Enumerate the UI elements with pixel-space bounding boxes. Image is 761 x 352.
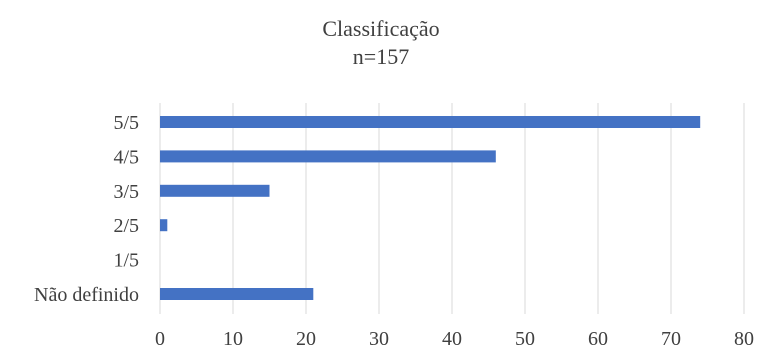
bars	[160, 116, 701, 300]
bar-2	[160, 184, 270, 197]
category-label: Não definido	[34, 284, 139, 306]
x-tick-label: 80	[734, 328, 754, 350]
bar-0	[160, 116, 701, 128]
category-label: 4/5	[113, 146, 139, 168]
x-tick-label: 50	[515, 328, 535, 350]
category-label: 2/5	[113, 215, 139, 237]
bar-3	[160, 219, 168, 232]
bar-5	[160, 288, 314, 300]
x-tick-label: 60	[588, 328, 608, 350]
category-labels: 5/5 4/5 3/5 2/5 1/5 Não definido	[34, 112, 139, 306]
chart-title: Classificação	[322, 16, 439, 41]
gridlines	[159, 103, 745, 314]
x-tick-label: 70	[661, 328, 681, 350]
x-tick-label: 30	[369, 328, 389, 350]
x-tick-label: 40	[442, 328, 462, 350]
bar-1	[160, 150, 496, 163]
chart-subtitle: n=157	[353, 44, 409, 69]
category-label: 3/5	[113, 181, 139, 203]
x-tick-label: 0	[155, 328, 165, 350]
x-tick-labels: 0 10 20 30 40 50 60 70 80	[155, 328, 754, 350]
category-label: 5/5	[113, 112, 139, 134]
category-label: 1/5	[113, 250, 139, 272]
x-tick-label: 20	[296, 328, 316, 350]
x-tick-label: 10	[223, 328, 243, 350]
